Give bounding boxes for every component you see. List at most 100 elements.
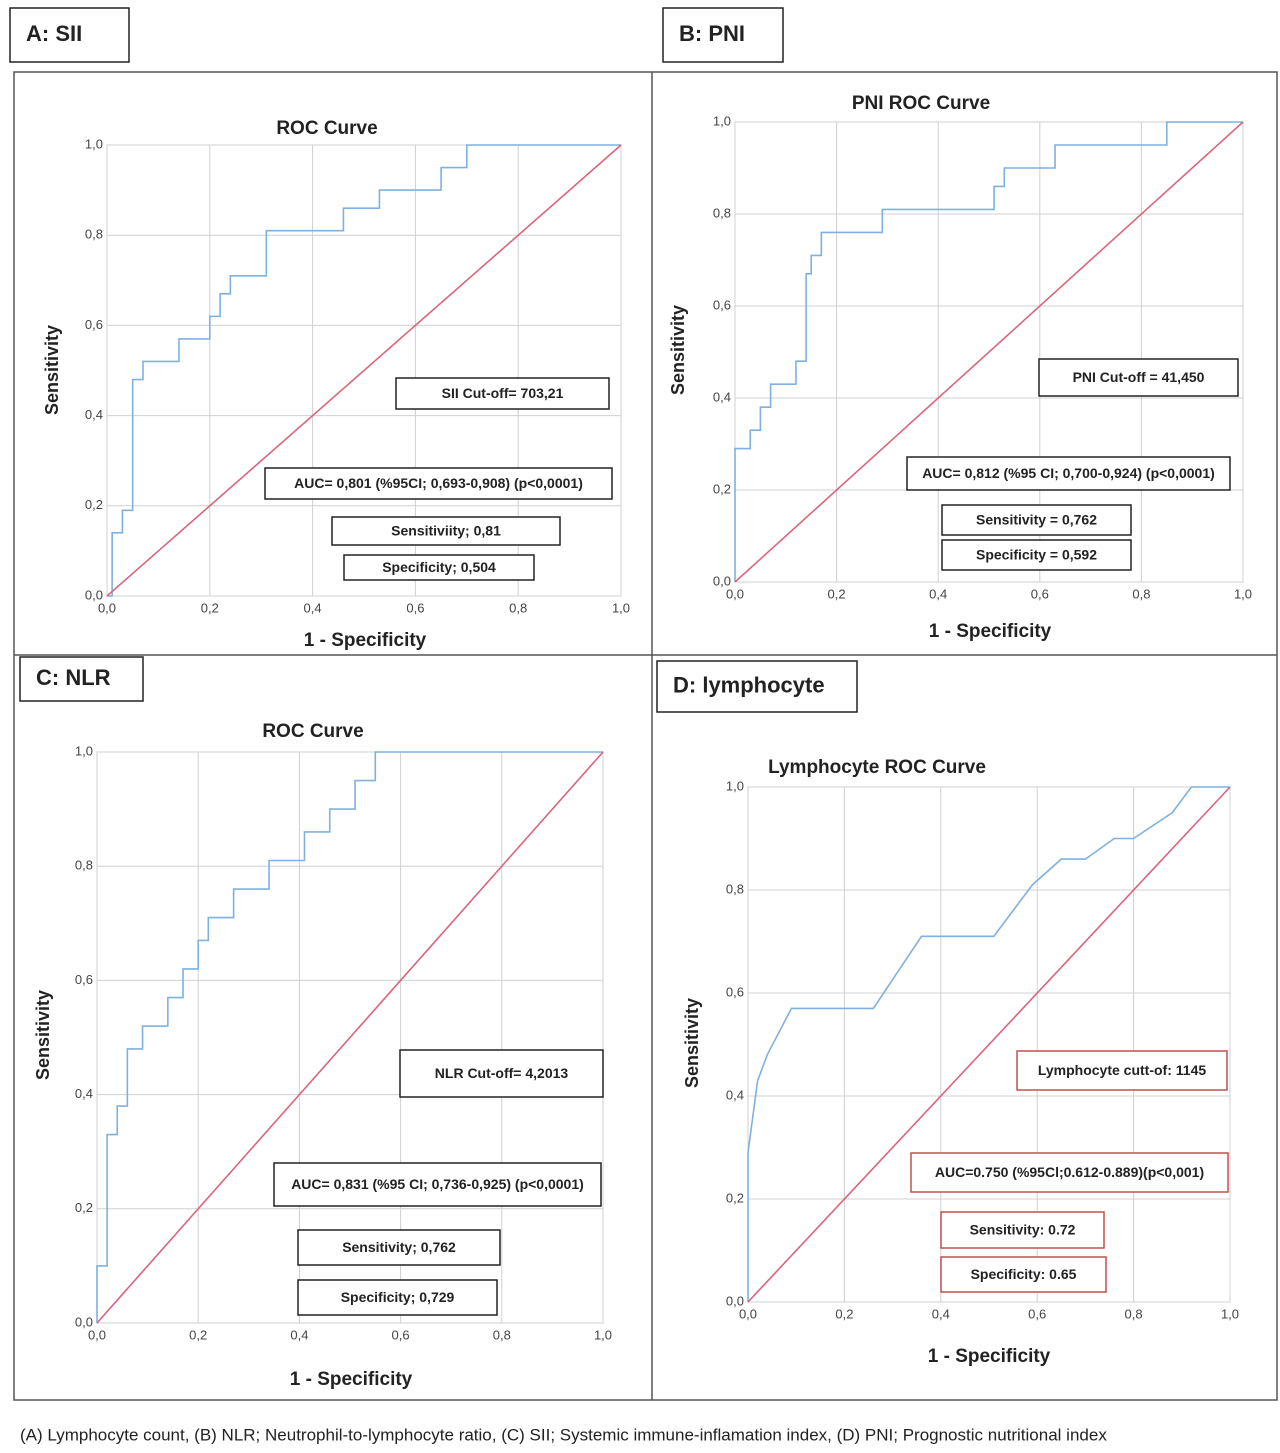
roc-line [96, 751, 603, 1323]
x-axis-label: 1 - Specificity [929, 621, 1052, 642]
x-tick-label: 0,2 [189, 1327, 207, 1342]
x-tick-label: 1,0 [612, 600, 630, 615]
annotation: Sensitivity; 0,762 [342, 1239, 456, 1255]
y-axis-label: Sensitivity [42, 325, 62, 415]
roc-line [107, 144, 621, 597]
y-tick-label: 0,4 [85, 407, 103, 422]
annotation-box [940, 1256, 1107, 1293]
x-tick-label: 0,6 [406, 600, 424, 615]
panel-label: D: lymphocyte [673, 672, 825, 697]
panel-label: A: SII [26, 21, 82, 46]
y-tick-label: 0,8 [726, 881, 744, 896]
x-axis-label: 1 - Specificity [290, 1369, 413, 1390]
y-tick-label: 0,4 [75, 1086, 93, 1101]
y-axis-label: Sensitivity [33, 990, 53, 1080]
y-tick-label: 0,4 [713, 389, 731, 404]
y-tick-label: 0,4 [726, 1087, 744, 1102]
x-tick-label: 1,0 [1221, 1306, 1239, 1321]
y-tick-label: 0,8 [713, 205, 731, 220]
y-tick-label: 0,0 [75, 1314, 93, 1329]
y-tick-label: 0,6 [85, 317, 103, 332]
x-tick-label: 0,4 [304, 600, 322, 615]
roc-line [734, 121, 1243, 582]
x-tick-label: 0,2 [828, 586, 846, 601]
panel-label: C: NLR [36, 665, 111, 690]
roc-line [747, 786, 1230, 1302]
chart-title: ROC Curve [262, 721, 363, 742]
caption: (A) Lymphocyte count, (B) NLR; Neutrophi… [20, 1425, 1107, 1444]
annotation: AUC= 0,831 (%95 CI; 0,736-0,925) (p<0,00… [291, 1176, 584, 1192]
y-tick-label: 0,2 [726, 1190, 744, 1205]
x-tick-label: 0,0 [88, 1327, 106, 1342]
x-tick-label: 1,0 [1234, 586, 1252, 601]
x-axis-label: 1 - Specificity [928, 1346, 1051, 1367]
annotation: AUC=0.750 (%95Cl;0.612-0.889)(p<0,001) [935, 1164, 1204, 1180]
annotation-box [264, 467, 613, 500]
y-tick-label: 0,0 [713, 573, 731, 588]
y-tick-label: 0,6 [75, 972, 93, 987]
annotation: Sensitivity: 0.72 [970, 1222, 1076, 1238]
x-tick-label: 0,8 [1125, 1306, 1143, 1321]
y-tick-label: 1,0 [713, 113, 731, 128]
annotation-box [343, 554, 535, 581]
annotation: Lymphocyte cutt-of: 1145 [1038, 1062, 1207, 1078]
y-tick-label: 0,6 [726, 984, 744, 999]
annotation: Specificity; 0,504 [382, 559, 496, 575]
annotation-box [399, 1049, 604, 1098]
y-tick-label: 0,2 [85, 497, 103, 512]
x-tick-label: 0,8 [509, 600, 527, 615]
annotation: SII Cut-off= 703,21 [442, 385, 564, 401]
y-tick-label: 1,0 [75, 743, 93, 758]
x-tick-label: 0,2 [835, 1306, 853, 1321]
x-tick-label: 0,8 [493, 1327, 511, 1342]
annotation: Specificity: 0.65 [971, 1266, 1077, 1282]
y-tick-label: 0,0 [85, 587, 103, 602]
y-tick-label: 0,2 [713, 481, 731, 496]
frame [13, 71, 1278, 1401]
annotation-box [297, 1229, 501, 1266]
x-tick-label: 0,6 [392, 1327, 410, 1342]
x-tick-label: 0,4 [290, 1327, 308, 1342]
x-tick-label: 0,4 [932, 1306, 950, 1321]
x-tick-label: 1,0 [594, 1327, 612, 1342]
annotation-box [940, 1211, 1105, 1249]
panel-label-box [662, 7, 784, 63]
y-tick-label: 0,8 [85, 227, 103, 242]
annotation-box [1016, 1050, 1228, 1091]
x-tick-label: 0,0 [98, 600, 116, 615]
annotation-box [910, 1152, 1229, 1193]
annotation-box [273, 1162, 602, 1207]
roc-line [106, 144, 622, 597]
y-tick-label: 0,0 [726, 1293, 744, 1308]
y-tick-label: 1,0 [85, 136, 103, 151]
panel-label-box [656, 660, 858, 713]
y-tick-label: 0,2 [75, 1200, 93, 1215]
x-tick-label: 0,4 [929, 586, 947, 601]
panel-label-box [9, 7, 130, 63]
y-tick-label: 0,8 [75, 858, 93, 873]
y-tick-label: 0,6 [713, 297, 731, 312]
annotation: Specificity = 0,592 [976, 547, 1097, 563]
y-axis-label: Sensitivity [682, 998, 702, 1088]
annotation-box [1038, 358, 1239, 397]
x-tick-label: 0,0 [739, 1306, 757, 1321]
x-tick-label: 0,6 [1028, 1306, 1046, 1321]
roc-line [747, 786, 1231, 1303]
annotation: NLR Cut-off= 4,2013 [435, 1065, 569, 1081]
annotation-box [941, 539, 1132, 571]
x-tick-label: 0,2 [201, 600, 219, 615]
annotation-box [331, 516, 561, 546]
panel-label-box [19, 656, 144, 702]
chart-title: Lymphocyte ROC Curve [768, 757, 986, 778]
chart-title: ROC Curve [276, 118, 377, 139]
roc-line [734, 121, 1244, 583]
annotation-box [395, 377, 610, 410]
annotation-box [906, 456, 1231, 491]
annotation: Sensitivity = 0,762 [976, 512, 1097, 528]
panel-label: B: PNI [679, 21, 745, 46]
annotation: PNI Cut-off = 41,450 [1073, 369, 1205, 385]
annotation: AUC= 0,801 (%95CI; 0,693-0,908) (p<0,000… [294, 475, 583, 491]
x-tick-label: 0,6 [1031, 586, 1049, 601]
annotation-box [297, 1279, 498, 1316]
